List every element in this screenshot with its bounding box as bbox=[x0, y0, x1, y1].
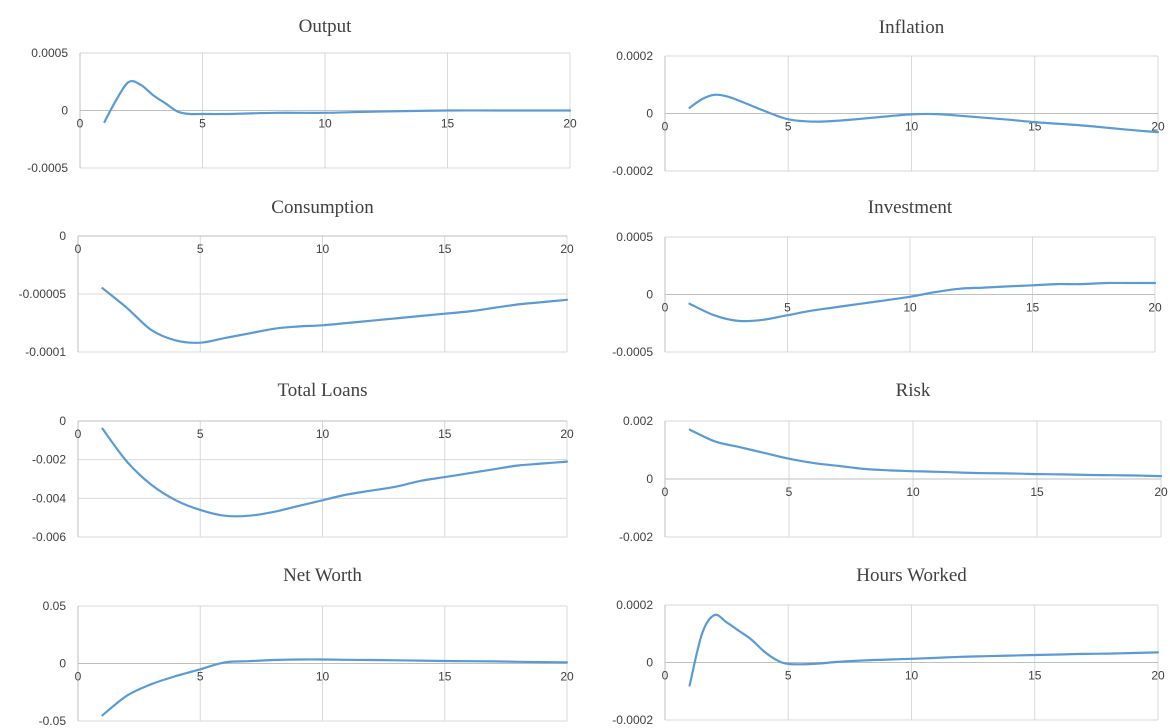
x-tick-label: 20 bbox=[560, 242, 574, 256]
chart-consumption: Consumption 0 -0.00005 -0.0001 0 5 10 15 20 bbox=[19, 197, 574, 359]
y-tick-label: -0.002 bbox=[619, 530, 653, 544]
chart-title: Investment bbox=[868, 197, 953, 218]
y-tick-label: 0 bbox=[646, 472, 653, 486]
x-tick-label: 10 bbox=[316, 670, 330, 684]
y-tick-label: -0.0005 bbox=[612, 345, 653, 359]
x-tick-label: 15 bbox=[1026, 301, 1040, 315]
y-tick-label: -0.0001 bbox=[25, 345, 66, 359]
x-tick-label: 0 bbox=[75, 242, 82, 256]
x-tick-label: 20 bbox=[1154, 485, 1168, 499]
x-tick-label: 15 bbox=[438, 427, 452, 441]
x-tick-label: 0 bbox=[77, 117, 84, 131]
x-tick-label: 15 bbox=[438, 242, 452, 256]
x-tick-label: 0 bbox=[75, 670, 82, 684]
x-tick-label: 15 bbox=[1028, 669, 1042, 683]
series-line-risk bbox=[688, 428, 1163, 478]
y-tick-label: 0.0002 bbox=[616, 49, 653, 63]
x-tick-label: 0 bbox=[662, 301, 669, 315]
chart-title: Total Loans bbox=[278, 380, 368, 401]
series-line-investment bbox=[688, 281, 1157, 323]
y-tick-label: -0.05 bbox=[39, 714, 67, 728]
y-tick-label: 0 bbox=[59, 229, 66, 243]
x-tick-label: 15 bbox=[438, 670, 452, 684]
x-tick-label: 0 bbox=[662, 485, 669, 499]
y-tick-label: 0.0002 bbox=[616, 598, 653, 612]
x-tick-label: 15 bbox=[1030, 485, 1044, 499]
x-tick-label: 0 bbox=[75, 427, 82, 441]
x-tick-label: 10 bbox=[903, 301, 917, 315]
x-tick-label: 20 bbox=[1151, 669, 1165, 683]
x-tick-label: 10 bbox=[316, 427, 330, 441]
x-tick-label: 5 bbox=[197, 670, 204, 684]
x-tick-label: 10 bbox=[905, 120, 919, 134]
x-tick-label: 5 bbox=[197, 427, 204, 441]
y-tick-label: -0.0005 bbox=[27, 161, 68, 175]
y-tick-label: 0 bbox=[646, 656, 653, 670]
chart-net-worth: Net Worth 0.05 0 -0.05 0 5 10 15 20 bbox=[39, 565, 574, 728]
x-tick-label: 5 bbox=[785, 120, 792, 134]
y-tick-label: -0.0002 bbox=[612, 164, 653, 178]
y-tick-label: -0.00005 bbox=[19, 287, 67, 301]
chart-title: Risk bbox=[896, 380, 931, 401]
x-tick-label: 10 bbox=[316, 242, 330, 256]
y-tick-label: -0.002 bbox=[32, 453, 66, 467]
y-tick-label: -0.0002 bbox=[612, 713, 653, 727]
chart-investment: Investment 0.0005 0 -0.0005 0 5 10 15 20 bbox=[612, 197, 1162, 359]
x-tick-label: 20 bbox=[560, 427, 574, 441]
x-tick-label: 0 bbox=[662, 120, 669, 134]
x-tick-label: 20 bbox=[560, 670, 574, 684]
chart-title: Inflation bbox=[879, 17, 945, 38]
chart-total-loans: Total Loans 0 -0.002 -0.004 -0.006 0 5 10 15 20 bbox=[32, 380, 574, 544]
chart-hours-worked: Hours Worked 0.0002 0 -0.0002 0 5 10 15 20 bbox=[612, 565, 1165, 727]
x-tick-label: 10 bbox=[906, 485, 920, 499]
x-tick-label: 5 bbox=[197, 242, 204, 256]
series-line-inflation bbox=[688, 93, 1160, 134]
y-tick-label: -0.004 bbox=[32, 491, 66, 505]
x-tick-label: 5 bbox=[784, 301, 791, 315]
chart-title: Net Worth bbox=[283, 565, 362, 586]
y-tick-label: 0 bbox=[59, 657, 66, 671]
series-line-total-loans bbox=[101, 427, 569, 518]
x-tick-label: 5 bbox=[786, 485, 793, 499]
chart-title: Consumption bbox=[271, 197, 374, 218]
x-tick-label: 10 bbox=[905, 669, 919, 683]
x-tick-label: 5 bbox=[199, 117, 206, 131]
x-tick-label: 20 bbox=[563, 117, 577, 131]
y-tick-label: 0 bbox=[646, 288, 653, 302]
x-tick-label: 5 bbox=[785, 669, 792, 683]
x-tick-label: 20 bbox=[1151, 120, 1165, 134]
chart-output: Output 0.0005 0 -0.0005 0 5 10 15 20 bbox=[27, 16, 577, 175]
series-line-output bbox=[103, 79, 572, 124]
x-tick-label: 15 bbox=[441, 117, 455, 131]
y-tick-label: 0 bbox=[61, 104, 68, 118]
chart-risk: Risk 0.002 0 -0.002 0 5 10 15 20 bbox=[619, 380, 1168, 544]
series-line-hours-worked bbox=[688, 613, 1160, 687]
y-tick-label: 0.002 bbox=[623, 414, 653, 428]
chart-title: Hours Worked bbox=[856, 565, 967, 586]
chart-title: Output bbox=[299, 16, 353, 37]
y-tick-label: 0.0005 bbox=[616, 230, 653, 244]
series-line-consumption bbox=[101, 287, 569, 344]
y-tick-label: 0 bbox=[646, 107, 653, 121]
y-tick-label: 0.0005 bbox=[31, 46, 68, 60]
y-tick-label: -0.006 bbox=[32, 530, 66, 544]
x-tick-label: 0 bbox=[662, 669, 669, 683]
x-tick-label: 20 bbox=[1148, 301, 1162, 315]
series-line-net-worth bbox=[101, 658, 569, 717]
x-tick-label: 10 bbox=[318, 117, 332, 131]
y-tick-label: 0 bbox=[59, 414, 66, 428]
y-tick-label: 0.05 bbox=[43, 599, 67, 613]
